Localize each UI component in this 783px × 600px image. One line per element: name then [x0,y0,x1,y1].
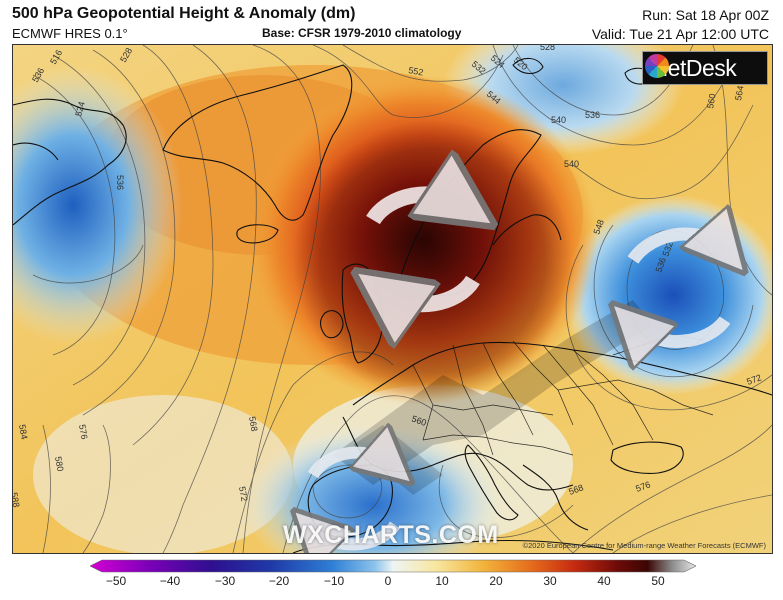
colorbar-gradient [90,559,696,573]
contour-label: 524 [73,100,87,117]
contour-label: 572 [237,486,249,503]
greenland-coast [162,64,353,221]
chart-title: 500 hPa Geopotential Height & Anomaly (d… [12,5,356,22]
contour-label: 576 [634,479,652,494]
wxcharts-watermark: WXCHARTS.COM [283,521,499,549]
contour-label: 552 [408,65,425,77]
contour-label: 580 [53,456,65,473]
colorbar-tick: 50 [651,574,665,588]
colorbar-tick: −20 [268,574,290,588]
anomaly-colorbar [90,559,696,573]
iceland-coast [236,224,279,244]
blocking-high-shading [293,120,573,400]
contour-label: 584 [17,424,29,441]
contour-label: 532 [660,240,675,258]
cyclone-arrows-russia-icon [633,234,725,341]
cyclone-arrows-iberia-icon [313,453,395,545]
colorbar-tick: 40 [597,574,611,588]
weather-map: 536 524 516 528 536 552 532 524 520 528 … [12,44,773,554]
colorbar-tick: −10 [323,574,345,588]
climatology-label: Base: CFSR 1979-2010 climatology [262,26,462,40]
contour-label: 536 [653,256,668,274]
contour-label: 548 [591,218,606,236]
ecmwf-copyright: ©2020 European Centre for Medium-range W… [522,541,766,550]
contour-label: 568 [247,416,259,433]
colorbar-tick: 10 [435,574,449,588]
colorbar-tick: −30 [214,574,236,588]
model-label: ECMWF HRES 0.1° [12,26,128,41]
neutral-atlantic-south [33,395,293,553]
colorbar-tick: 20 [489,574,503,588]
contour-label: 536 [585,110,600,120]
contour-label: 588 [13,492,21,509]
colorbar-tick: −50 [105,574,127,588]
metdesk-pinwheel-icon [644,53,670,79]
anomaly-map-svg: 536 524 516 528 536 552 532 524 520 528 … [13,45,772,553]
negative-anomaly-canada [13,65,183,345]
contour-label: 564 [733,85,745,102]
contour-label: 540 [551,115,566,125]
italy-coast [464,444,519,521]
contour-label: 560 [705,93,717,110]
contour-label: 536 [115,175,125,190]
metdesk-logo: MetDesk [642,51,768,85]
valid-time: Valid: Tue 21 Apr 12:00 UTC [591,26,769,42]
colorbar-tick: 0 [384,574,392,588]
colorbar-tick: −40 [159,574,181,588]
anticyclone-arrows-icon [373,194,473,304]
black-sea-coast [610,441,684,474]
run-time: Run: Sat 18 Apr 00Z [642,7,769,23]
contour-label: 572 [745,372,763,387]
contour-label: 576 [77,424,89,441]
contour-label: 528 [540,45,555,52]
contour-label: 540 [564,159,579,169]
colorbar-tick: 30 [543,574,557,588]
